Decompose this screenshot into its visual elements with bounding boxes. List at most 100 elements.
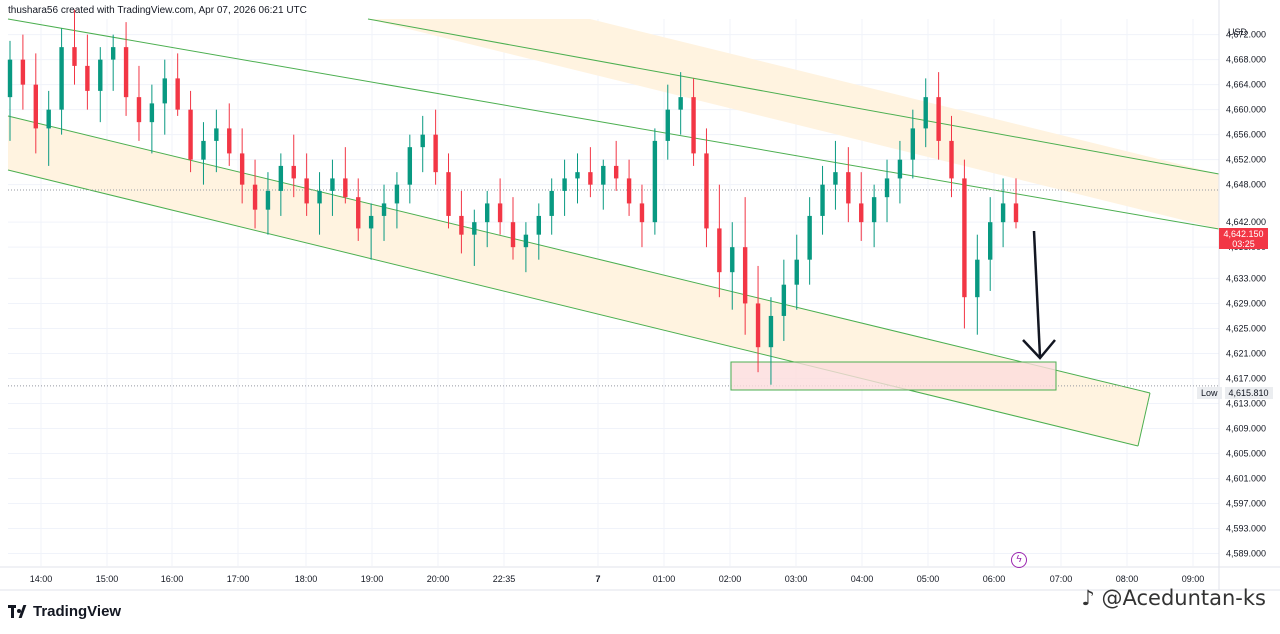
candle (368, 203, 374, 260)
price-tick-label: 4,633.000 (1226, 273, 1266, 283)
low-label: Low (1197, 387, 1222, 399)
candle-body (239, 153, 245, 185)
candle (85, 34, 90, 110)
time-tick-label: 04:00 (851, 574, 874, 584)
candle (252, 159, 258, 229)
candle (975, 234, 980, 335)
candle-body (665, 109, 670, 141)
candle-body (575, 172, 580, 179)
upper-channel-band[interactable] (368, 19, 1219, 229)
candle (562, 159, 567, 216)
time-tick-label: 06:00 (983, 574, 1006, 584)
time-tick-label: 20:00 (427, 574, 450, 584)
candle (1000, 178, 1006, 248)
candle-body (923, 97, 928, 129)
last-price-value: 4,642.150 (1223, 229, 1264, 239)
lightning-icon[interactable]: ϟ (1011, 552, 1027, 568)
down-arrow[interactable] (1022, 230, 1056, 360)
candle (897, 140, 903, 204)
candle (510, 197, 516, 260)
candle-body (691, 97, 696, 154)
candle-body (420, 134, 425, 148)
candle (742, 197, 748, 335)
price-tick-label: 4,593.000 (1226, 523, 1266, 533)
candle-body (510, 222, 516, 248)
candle (536, 203, 541, 260)
time-tick-label: 03:00 (785, 574, 808, 584)
candle-body (833, 172, 838, 185)
candle (575, 153, 580, 204)
time-tick-label: 18:00 (295, 574, 318, 584)
candle-body (123, 47, 129, 98)
candle-body (214, 128, 219, 141)
time-axis[interactable]: 14:00 15:00 16:00 17:00 18:00 19:00 20:00 22:35… (0, 566, 1280, 591)
price-tick-label: 4,609.000 (1226, 423, 1266, 433)
candle (820, 165, 825, 235)
price-tick-label: 4,656.000 (1226, 130, 1266, 140)
candle (381, 184, 387, 241)
bar-countdown: 03:25 (1232, 239, 1255, 249)
candle-body (446, 172, 451, 216)
time-tick-label: 02:00 (719, 574, 742, 584)
candle-body (368, 215, 374, 229)
candle-body (356, 197, 361, 229)
candle-body (742, 247, 748, 304)
upper-channel-mid-line[interactable] (7, 18, 1220, 230)
candle-body (781, 284, 787, 316)
candle (317, 172, 322, 235)
candle (613, 140, 619, 191)
upper-channel-top-line[interactable] (367, 18, 1220, 175)
price-tick-label: 4,601.000 (1226, 473, 1266, 483)
candle (20, 34, 26, 110)
candle-body (278, 165, 284, 191)
candle (420, 115, 425, 173)
candle-body (98, 59, 103, 91)
lower-channel-bottom-line[interactable] (7, 169, 1139, 447)
candle-body (1013, 203, 1019, 223)
candle (433, 109, 438, 185)
candle (588, 147, 593, 198)
candle-body (936, 97, 941, 141)
time-tick-label: 07:00 (1050, 574, 1073, 584)
candle-body (72, 47, 77, 66)
price-tick-label: 4,613.000 (1226, 398, 1266, 408)
low-badge: Low 4,615.810 (1197, 387, 1273, 399)
candle (356, 178, 361, 241)
tradingview-logo-icon (8, 604, 28, 619)
candle-body (884, 178, 890, 198)
candle (807, 197, 812, 285)
candle-body (20, 59, 26, 85)
candle (149, 84, 155, 154)
price-axis[interactable]: 4,589.000 4,593.000 4,597.000 4,601.000 4,60… (1218, 0, 1266, 590)
lower-channel-top-line[interactable] (7, 115, 1151, 394)
candle-body (7, 59, 13, 98)
candle-body (46, 109, 51, 129)
candle-body (252, 184, 258, 210)
candle-body (162, 78, 167, 104)
candle-body (768, 315, 774, 348)
candle (768, 297, 774, 385)
time-tick-label: 09:00 (1182, 574, 1205, 584)
demand-zone[interactable] (730, 361, 1057, 391)
candle-body (562, 178, 567, 191)
candle-body (910, 128, 916, 160)
tradingview-logo[interactable]: TradingView (8, 603, 121, 620)
candle-body (704, 153, 709, 229)
candle (278, 153, 284, 216)
candle (730, 222, 735, 310)
candle (936, 72, 941, 160)
candle-body (1000, 203, 1006, 223)
candle-body (846, 172, 851, 204)
candle-body (343, 178, 348, 198)
candle (639, 184, 645, 248)
time-tick-label: 08:00 (1116, 574, 1139, 584)
price-tick-label: 4,660.000 (1226, 105, 1266, 115)
candle (755, 265, 761, 373)
currency-label: USD (1228, 27, 1248, 37)
candle-body (188, 109, 193, 160)
candle-body (304, 178, 309, 204)
lower-channel-right-edge[interactable] (1137, 392, 1151, 447)
candle (201, 122, 206, 185)
candle (626, 159, 632, 216)
